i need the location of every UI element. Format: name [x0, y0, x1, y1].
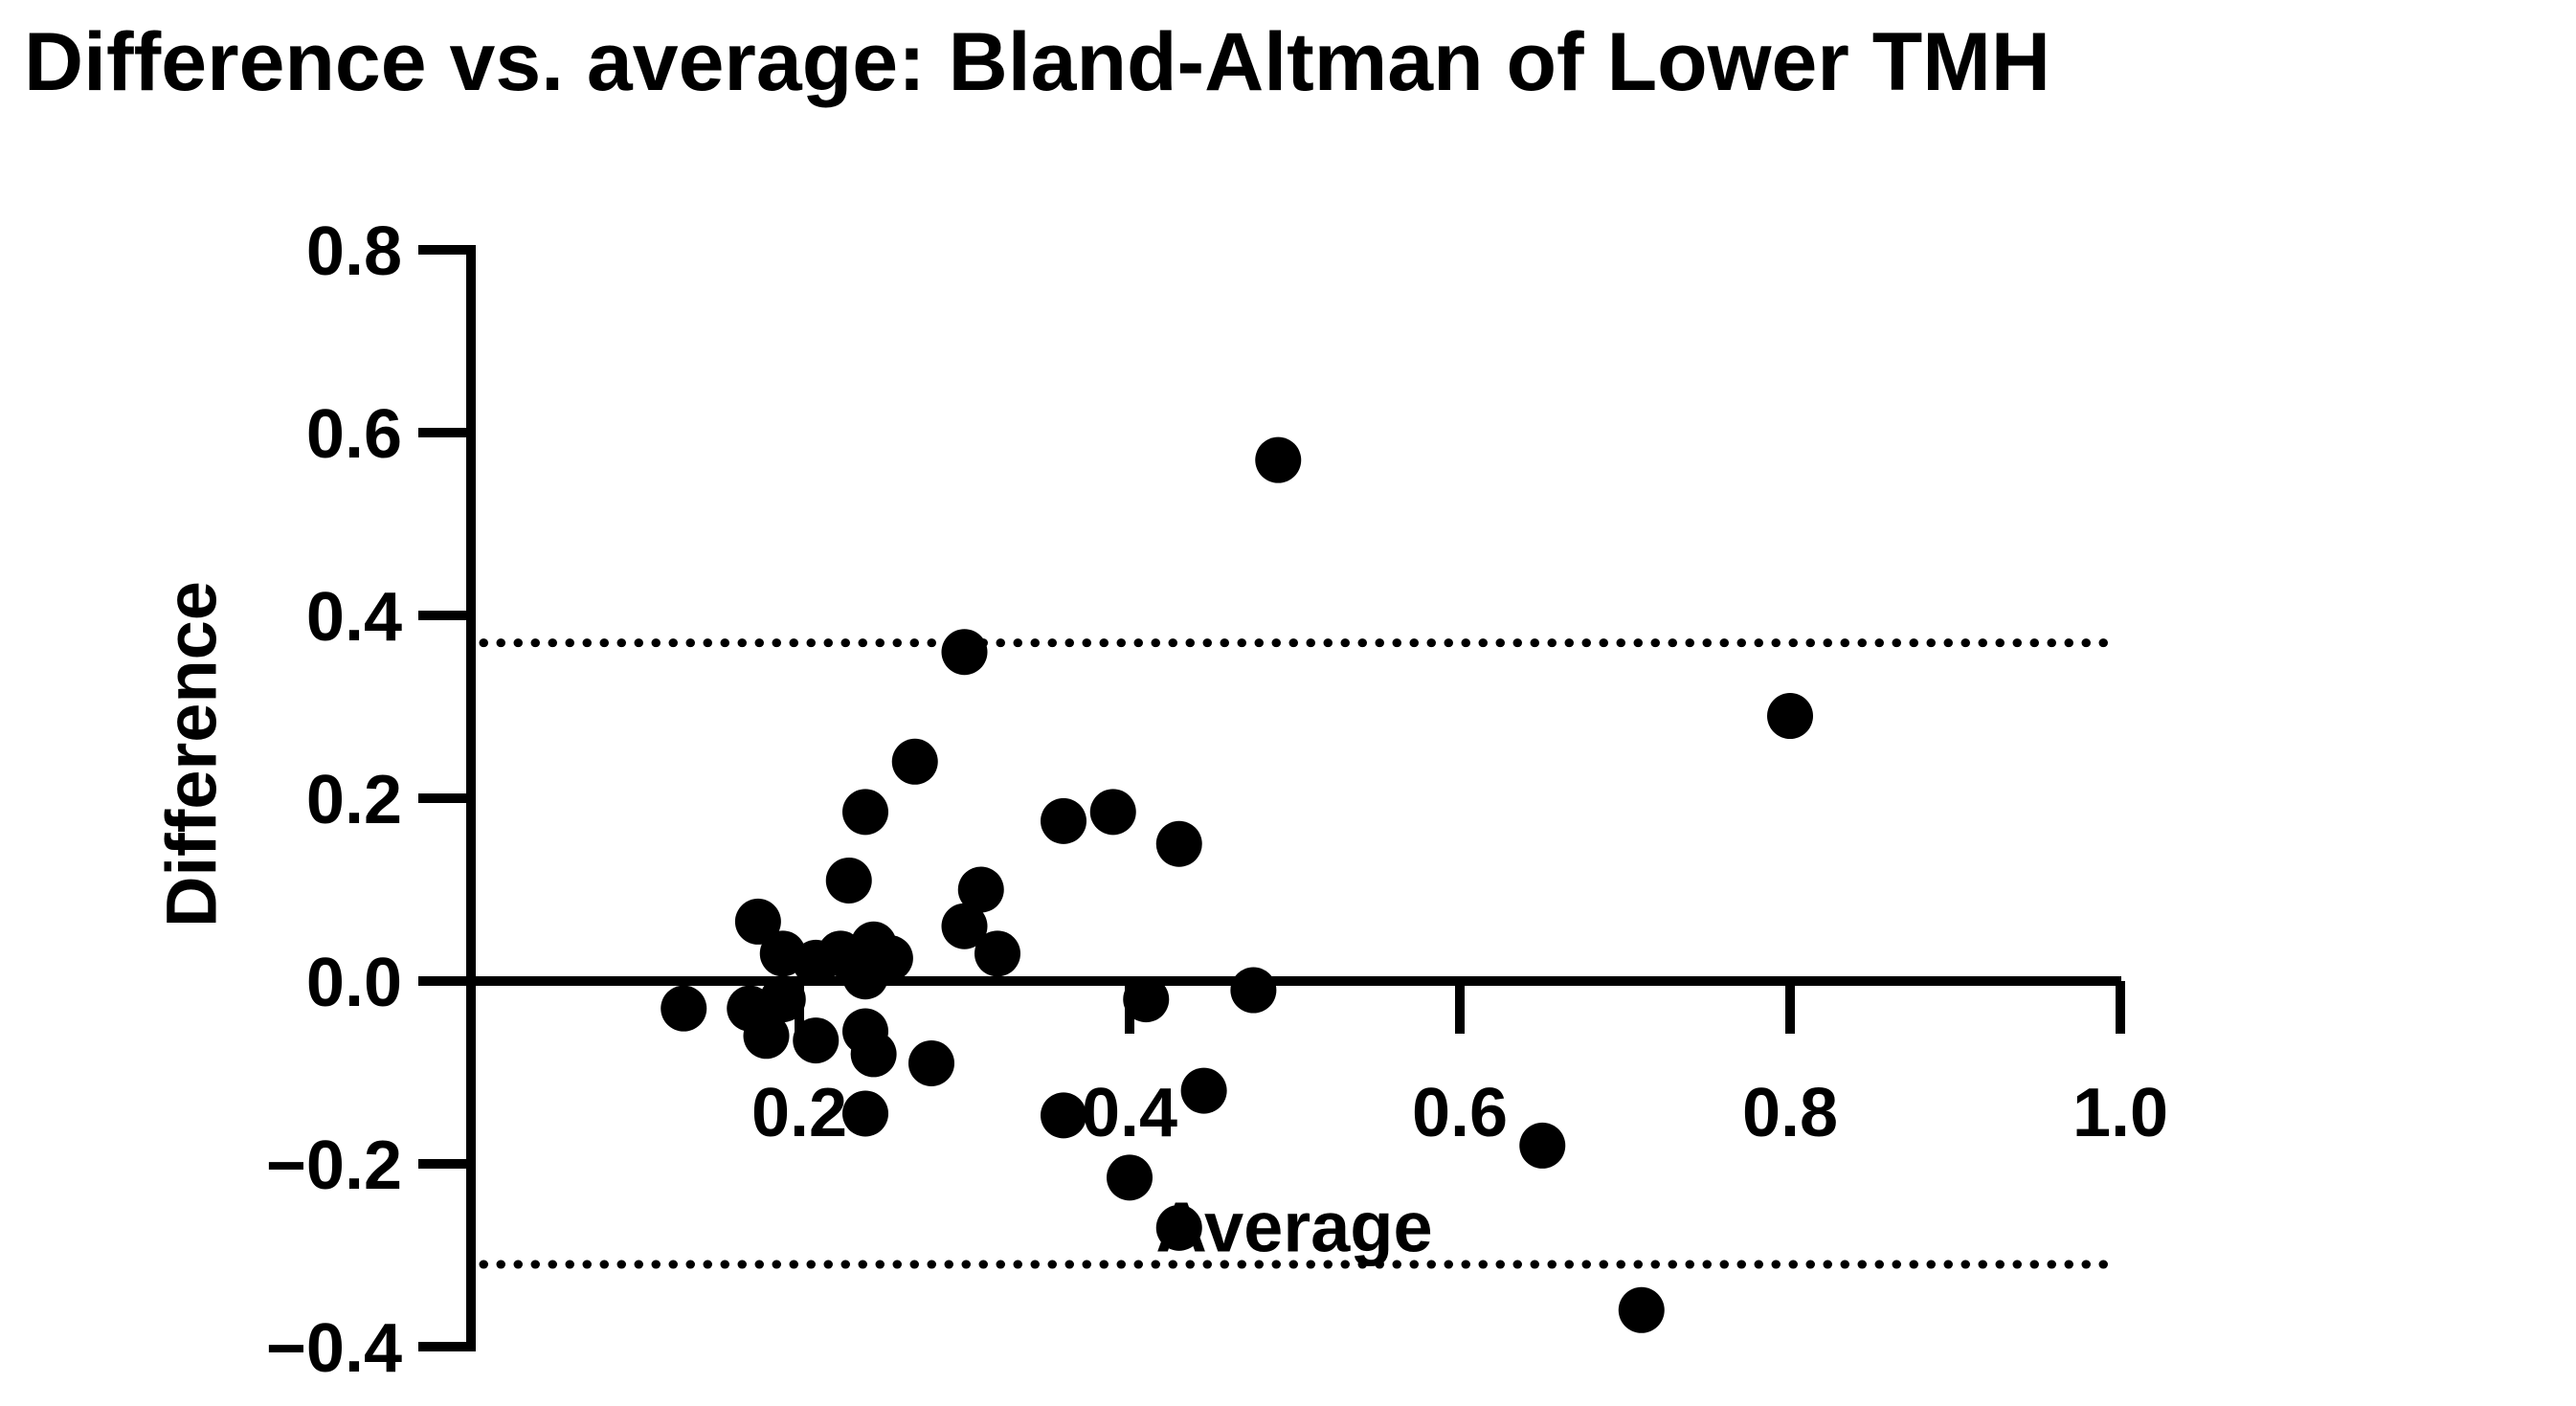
- x-tick-label: 0.4: [1082, 1075, 1177, 1151]
- data-point: [1089, 789, 1136, 836]
- data-point: [734, 898, 781, 945]
- data-point: [1519, 1122, 1566, 1169]
- data-point: [1107, 1154, 1153, 1201]
- data-point: [891, 738, 938, 785]
- y-tick-label: −0.2: [266, 1127, 402, 1204]
- x-tick-label: 0.8: [1742, 1075, 1838, 1151]
- chart-title: Difference vs. average: Bland-Altman of …: [24, 16, 2050, 108]
- data-point: [1255, 436, 1302, 483]
- x-tick-label: 0.2: [751, 1075, 847, 1151]
- data-point: [1180, 1067, 1227, 1114]
- data-point: [825, 857, 872, 904]
- data-point: [908, 1039, 954, 1086]
- y-tick-label: 0.4: [306, 579, 402, 656]
- y-tick-label: 0.8: [306, 213, 402, 290]
- data-point: [1123, 976, 1170, 1023]
- data-point: [941, 629, 988, 676]
- data-point: [1767, 693, 1813, 740]
- y-tick-label: −0.4: [266, 1310, 402, 1387]
- data-point: [1155, 820, 1202, 867]
- data-point: [743, 1013, 790, 1060]
- data-point: [941, 903, 988, 949]
- x-tick-label: 0.6: [1412, 1075, 1508, 1151]
- data-point: [1155, 1204, 1202, 1251]
- y-tick-label: 0.2: [306, 762, 402, 838]
- data-point: [842, 789, 888, 836]
- data-point: [974, 930, 1020, 977]
- data-point: [850, 1031, 897, 1078]
- data-point: [842, 953, 888, 1000]
- data-point: [793, 1017, 840, 1064]
- data-point: [1041, 1092, 1086, 1139]
- data-point: [1618, 1286, 1665, 1333]
- data-point: [759, 976, 806, 1023]
- data-point: [661, 985, 707, 1032]
- x-tick-label: 1.0: [2072, 1075, 2168, 1151]
- y-tick-label: 0.0: [306, 945, 402, 1021]
- data-point: [957, 866, 1004, 913]
- y-tick-label: 0.6: [306, 396, 402, 473]
- data-point: [1041, 797, 1086, 844]
- data-point: [1230, 967, 1277, 1014]
- data-point: [842, 1090, 888, 1137]
